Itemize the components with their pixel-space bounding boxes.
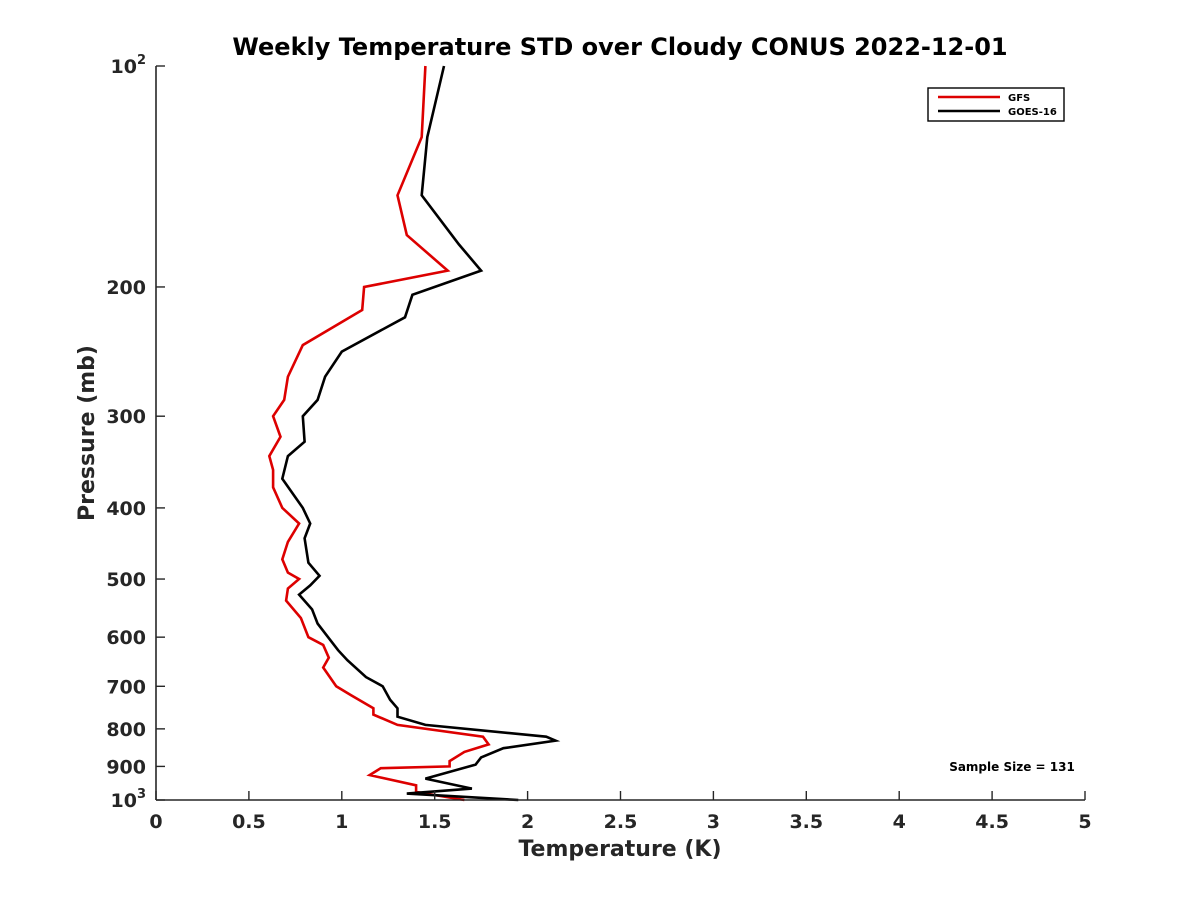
- legend: GFS GOES-16: [927, 87, 1065, 122]
- y-tick-exponent: 2: [137, 53, 146, 68]
- y-tick-label: 500: [106, 569, 146, 591]
- y-tick-label: 102: [111, 53, 147, 78]
- y-tick-label: 300: [106, 406, 146, 428]
- series-line-gfs: [267, 65, 491, 802]
- y-tick-label: 200: [106, 277, 146, 299]
- x-tick-label: 0.5: [232, 811, 266, 833]
- x-tick-label: 4.5: [975, 811, 1009, 833]
- y-tick-label: 600: [106, 627, 146, 649]
- axes-layer: 0 0.5 1 1.5 2 2.5 3 3.5 4 4.5 51022003004005006007…: [106, 53, 1091, 833]
- y-axis-label: Pressure (mb): [75, 345, 100, 521]
- x-tick-label: 2: [521, 811, 534, 833]
- x-axis-label: Temperature (K): [518, 837, 721, 862]
- x-tick-label: 5: [1078, 811, 1091, 833]
- x-tick-label: 3: [707, 811, 720, 833]
- x-tick-label: 3.5: [789, 811, 823, 833]
- legend-label: GOES-16: [1008, 107, 1057, 118]
- y-tick-label: 800: [106, 719, 146, 741]
- y-tick-base: 10: [111, 56, 137, 78]
- x-tick-label: 2.5: [604, 811, 638, 833]
- x-tick-label: 4: [893, 811, 906, 833]
- x-tick-label: 1: [335, 811, 348, 833]
- y-tick-label: 700: [106, 676, 146, 698]
- y-tick-label: 103: [111, 787, 147, 812]
- series-line-goes-16: [280, 65, 561, 802]
- series-layer: [267, 65, 561, 802]
- y-tick-exponent: 3: [137, 787, 146, 802]
- legend-label: GFS: [1008, 93, 1030, 104]
- x-tick-label: 0: [149, 811, 162, 833]
- sample-size-annotation: Sample Size = 131: [949, 760, 1075, 774]
- legend-box: [927, 87, 1065, 122]
- x-tick-label: 1.5: [418, 811, 452, 833]
- y-tick-base: 10: [111, 790, 137, 812]
- y-tick-label: 400: [106, 498, 146, 520]
- chart-title: Weekly Temperature STD over Cloudy CONUS…: [232, 33, 1007, 61]
- y-tick-label: 900: [106, 756, 146, 778]
